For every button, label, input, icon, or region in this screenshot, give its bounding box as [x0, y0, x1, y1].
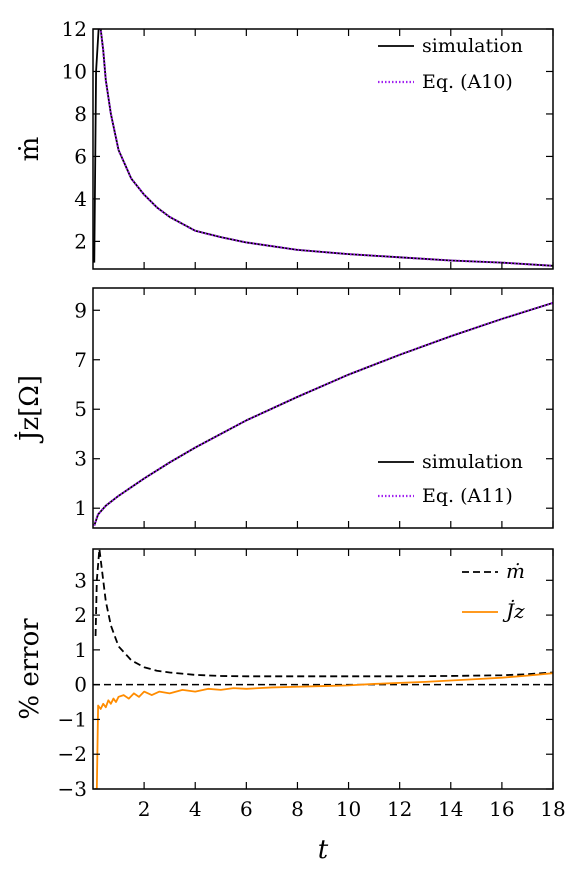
series-line-1	[94, 549, 553, 678]
x-axis-label: t	[318, 835, 329, 865]
y-tick-label: 7	[74, 348, 87, 372]
y-tick-label: 9	[74, 298, 87, 322]
legend-label-1: simulation	[422, 35, 523, 57]
plot-frame	[92, 28, 554, 270]
series-line-2	[93, 301, 553, 526]
legend: ṁ J̇z	[462, 559, 525, 623]
y-tick-label: −1	[58, 707, 87, 731]
y-axis-label: % error	[15, 618, 45, 720]
legend-label-2: J̇z	[502, 599, 525, 623]
y-axis-label: ṁ	[15, 137, 45, 162]
y-tick-label: −3	[58, 777, 87, 801]
legend: simulation Eq. (A10)	[378, 35, 523, 93]
plot-frame	[92, 287, 554, 529]
y-tick-label: 1	[74, 496, 87, 520]
y-tick-label: 8	[74, 102, 87, 126]
x-tick-label: 2	[138, 797, 151, 821]
y-tick-label: 3	[74, 447, 87, 471]
x-tick-label: 18	[540, 797, 565, 821]
x-tick-label: 12	[387, 797, 412, 821]
legend-label-2: Eq. (A10)	[422, 71, 513, 93]
x-tick-label: 14	[438, 797, 463, 821]
panel-1: 2 4 6 8 10 12 ṁ simulation Eq. (A10)	[15, 17, 554, 270]
panel-2: 1 3 5 7 9 J̇z[Ω] simulation Eq. (A11)	[14, 287, 554, 529]
series-group	[93, 301, 553, 526]
y-tick-label: −2	[58, 742, 87, 766]
y-tick-label: 1	[74, 638, 87, 662]
x-tick-label: 16	[489, 797, 514, 821]
y-tick-label: 3	[74, 568, 87, 592]
y-tick-label: 4	[74, 187, 87, 211]
series-line-2	[99, 29, 553, 267]
x-tick-label: 4	[189, 797, 202, 821]
y-tick-label: 5	[74, 397, 87, 421]
legend: simulation Eq. (A11)	[378, 451, 523, 507]
series-line-2	[95, 672, 553, 789]
y-tick-label: 10	[62, 59, 87, 83]
plot-frame	[92, 548, 554, 790]
legend-label-1: ṁ	[506, 559, 525, 583]
y-tick-label: 12	[62, 17, 87, 41]
series-group	[94, 549, 553, 789]
series-line-1	[93, 29, 553, 267]
y-tick-label: 2	[74, 603, 87, 627]
legend-label-1: simulation	[422, 451, 523, 473]
y-tick-label: 2	[74, 229, 87, 253]
series-group	[93, 29, 553, 267]
y-axis-label: J̇z[Ω]	[14, 375, 45, 444]
x-tick-label: 8	[291, 797, 304, 821]
y-tick-label: 6	[74, 144, 87, 168]
legend-label-2: Eq. (A11)	[422, 485, 513, 507]
y-tick-label: 0	[74, 673, 87, 697]
x-tick-label: 6	[240, 797, 253, 821]
x-tick-label: 10	[336, 797, 361, 821]
